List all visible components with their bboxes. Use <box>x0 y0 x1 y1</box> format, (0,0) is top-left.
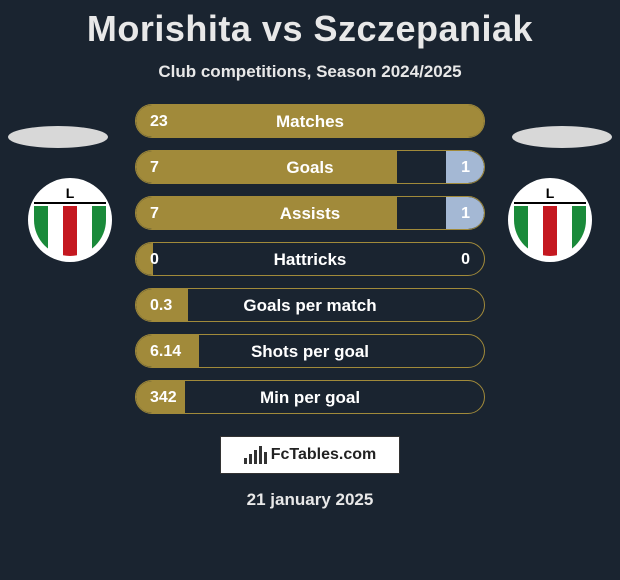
club-badge-stripes <box>514 206 586 256</box>
stat-label: Assists <box>136 197 484 230</box>
comparison-title: Morishita vs Szczepaniak <box>0 0 620 50</box>
stat-row: 6.14Shots per goal <box>135 334 485 368</box>
stat-label: Min per goal <box>136 381 484 414</box>
stat-label: Shots per goal <box>136 335 484 368</box>
stat-label: Matches <box>136 105 484 138</box>
club-badge-left: L <box>28 178 112 262</box>
club-badge-stripes <box>34 206 106 256</box>
stat-label: Hattricks <box>136 243 484 276</box>
stat-row: 71Assists <box>135 196 485 230</box>
stat-row: 342Min per goal <box>135 380 485 414</box>
stats-chart: 23Matches 71Goals 71Assists 00Hattricks 0.3G… <box>0 104 620 414</box>
player-portrait-placeholder-right <box>512 126 612 148</box>
stat-row: 23Matches <box>135 104 485 138</box>
club-badge-letter: L <box>34 184 106 204</box>
comparison-subtitle: Club competitions, Season 2024/2025 <box>0 62 620 82</box>
player-portrait-placeholder-left <box>8 126 108 148</box>
fctables-label: FcTables.com <box>271 446 377 464</box>
snapshot-date: 21 january 2025 <box>0 490 620 510</box>
stat-label: Goals per match <box>136 289 484 322</box>
fctables-watermark: FcTables.com <box>220 436 400 474</box>
stat-label: Goals <box>136 151 484 184</box>
club-badge-right: L <box>508 178 592 262</box>
stat-row: 00Hattricks <box>135 242 485 276</box>
stat-row: 71Goals <box>135 150 485 184</box>
club-badge-letter: L <box>514 184 586 204</box>
fctables-bars-icon <box>244 446 267 464</box>
stat-row: 0.3Goals per match <box>135 288 485 322</box>
